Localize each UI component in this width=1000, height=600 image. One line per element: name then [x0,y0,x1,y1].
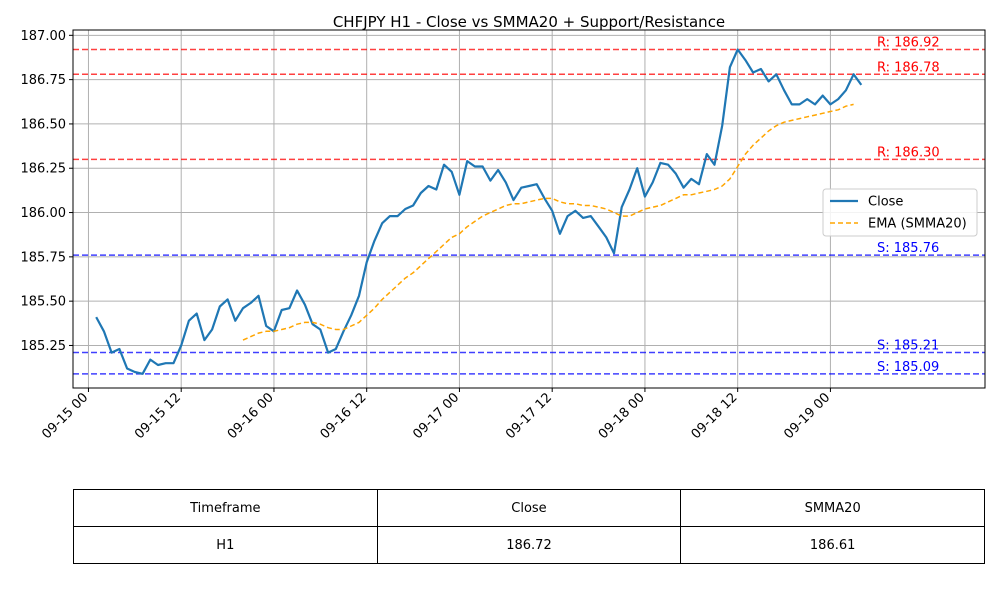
summary-table: Timeframe Close SMMA20 H1 186.72 186.61 [73,489,985,564]
support-resistance-levels: R: 186.92 R: 186.78 R: 186.30 S: 185.76 S: 1… [73,35,985,375]
table-cell: H1 [73,526,378,564]
y-tick-label: 186.25 [21,162,67,177]
x-tick-label: 09-18 12 [689,390,741,442]
series-lines [95,48,863,375]
x-tick-label: 09-18 00 [596,390,648,442]
x-tick-label: 09-17 00 [410,390,462,442]
chart-title: CHFJPY H1 - Close vs SMMA20 + Support/Re… [333,13,725,31]
table-header-cell: Timeframe [73,489,378,527]
legend-label: Close [868,195,903,210]
y-axis: 185.25 185.50 185.75 186.00 186.25 186.50 186.… [21,29,73,354]
support-label: S: 185.76 [877,241,939,256]
y-tick-label: 186.00 [21,206,67,221]
support-label: S: 185.21 [877,339,939,354]
y-tick-label: 186.75 [21,73,67,88]
x-tick-label: 09-15 12 [132,390,184,442]
smma-series-line [242,103,854,341]
x-axis: 09-15 00 09-15 12 09-16 00 09-16 12 09-17 00… [39,388,833,442]
table-cell: 186.72 [376,526,682,564]
y-tick-label: 185.75 [21,250,67,265]
legend-box [822,188,978,237]
y-tick-label: 186.50 [21,117,67,132]
resistance-label: R: 186.78 [877,60,940,75]
x-tick-label: 09-19 00 [781,390,833,442]
plot-area-frame [72,29,986,389]
legend: Close EMA (SMMA20) [822,188,978,237]
resistance-label: R: 186.92 [877,35,940,50]
table-row: H1 186.72 186.61 [73,526,985,564]
legend-label: EMA (SMMA20) [868,217,967,232]
table-cell: 186.61 [680,526,985,564]
x-tick-label: 09-17 12 [503,390,555,442]
support-label: S: 185.09 [877,360,939,375]
table-header-row: Timeframe Close SMMA20 [73,489,985,527]
x-tick-label: 09-16 12 [318,390,370,442]
table-header-cell: SMMA20 [680,489,985,527]
x-tick-label: 09-15 00 [39,390,91,442]
y-tick-label: 187.00 [21,29,67,44]
x-tick-label: 09-16 00 [225,390,277,442]
resistance-label: R: 186.30 [877,145,940,160]
table-header-cell: Close [376,489,682,527]
chart: CHFJPY H1 - Close vs SMMA20 + Support/Re… [21,13,986,442]
close-series-line [95,48,863,375]
y-tick-label: 185.25 [21,339,67,354]
y-tick-label: 185.50 [21,295,67,310]
